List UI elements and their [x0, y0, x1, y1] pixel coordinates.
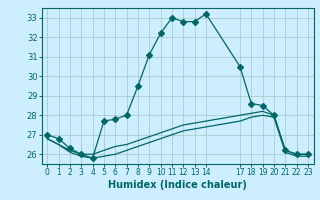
X-axis label: Humidex (Indice chaleur): Humidex (Indice chaleur) — [108, 180, 247, 190]
